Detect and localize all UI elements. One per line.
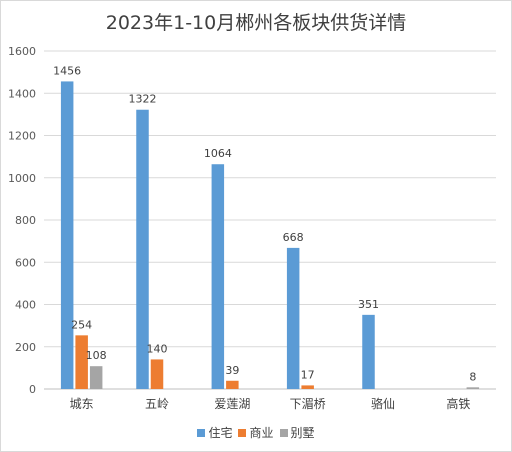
y-tick-label: 1000 — [8, 172, 36, 185]
data-label: 39 — [225, 364, 239, 377]
data-label: 1064 — [204, 147, 232, 160]
chart-title: 2023年1-10月郴州各板块供货详情 — [105, 12, 407, 34]
data-label: 254 — [71, 318, 92, 331]
data-label: 351 — [358, 298, 379, 311]
legend-item: 别墅 — [279, 424, 315, 441]
legend-label: 别墅 — [290, 426, 315, 440]
x-tick-label: 五岭 — [145, 397, 169, 411]
legend-swatch — [238, 429, 247, 437]
bar-住宅 — [362, 314, 375, 389]
legend: 住宅 商业 别墅 — [0, 424, 512, 441]
bar-别墅 — [89, 366, 103, 389]
y-tick-label: 800 — [15, 214, 36, 227]
data-label: 140 — [147, 342, 168, 355]
legend-label: 住宅 — [208, 426, 233, 440]
bar-商业 — [150, 359, 164, 389]
legend-label: 商业 — [249, 426, 274, 440]
x-tick-label: 骆仙 — [371, 396, 395, 411]
legend-swatch — [197, 429, 206, 437]
bar-住宅 — [286, 247, 300, 389]
data-label: 17 — [301, 368, 315, 381]
bar-住宅 — [136, 109, 149, 389]
y-tick-label: 1600 — [8, 45, 36, 58]
y-tick-label: 1400 — [8, 87, 36, 100]
y-tick-label: 600 — [15, 256, 36, 269]
legend-swatch — [279, 429, 288, 437]
bar-商业 — [75, 335, 88, 389]
data-label: 108 — [86, 349, 107, 362]
y-tick-label: 1200 — [8, 130, 36, 143]
data-label: 668 — [283, 231, 304, 244]
legend-item: 商业 — [238, 424, 274, 441]
data-label: 1322 — [129, 93, 157, 106]
x-tick-label: 爱莲湖 — [214, 396, 250, 411]
y-tick-label: 400 — [15, 299, 36, 312]
bar-住宅 — [211, 164, 225, 389]
bar-商业 — [226, 380, 239, 389]
legend-item: 住宅 — [197, 424, 232, 441]
x-tick-label: 下湄桥 — [290, 397, 326, 411]
x-tick-label: 高铁 — [446, 396, 470, 411]
bar-商业 — [301, 385, 314, 389]
data-label: 1456 — [53, 64, 81, 77]
bar-住宅 — [60, 81, 74, 390]
bar-别墅 — [466, 387, 480, 389]
data-label: 8 — [469, 370, 476, 383]
y-tick-label: 0 — [29, 383, 36, 396]
x-tick-label: 城东 — [70, 397, 94, 411]
y-tick-label: 200 — [15, 341, 36, 354]
